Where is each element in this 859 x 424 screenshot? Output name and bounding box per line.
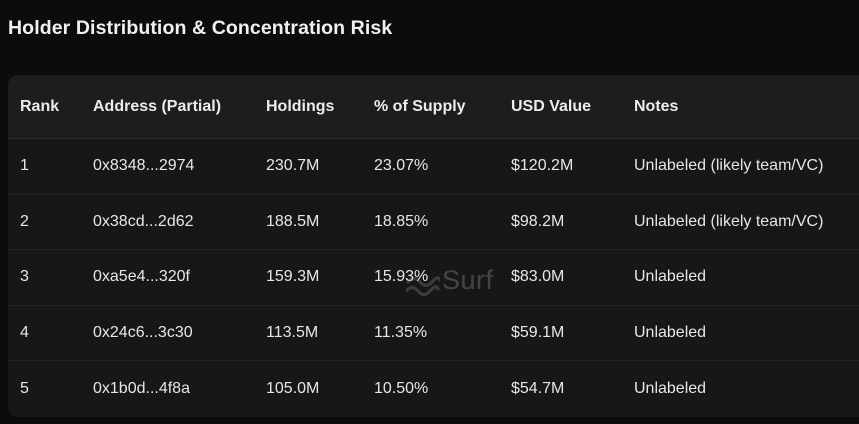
cell-rank: 1 [20, 157, 29, 175]
column-header-holdings: Holdings [266, 97, 335, 115]
cell-address: 0xa5e4...320f [93, 268, 190, 286]
cell-notes: Unlabeled (likely team/VC) [634, 212, 824, 230]
cell-holdings: 230.7M [266, 157, 320, 175]
cell-address: 0x24c6...3c30 [93, 323, 193, 341]
cell-rank: 2 [20, 212, 29, 230]
cell-holdings: 105.0M [266, 379, 320, 397]
cell-supply: 23.07% [374, 157, 429, 175]
cell-address: 0x38cd...2d62 [93, 212, 194, 230]
cell-address: 0x1b0d...4f8a [93, 379, 190, 397]
column-header-address: Address (Partial) [93, 97, 222, 115]
cell-notes: Unlabeled [634, 323, 707, 341]
cell-usd-value: $120.2M [511, 157, 574, 175]
table-row: 4 0x24c6...3c30 113.5M 11.35% $59.1M Unl… [8, 305, 859, 361]
column-header-usd-value: USD Value [511, 97, 592, 115]
table-row: 2 0x38cd...2d62 188.5M 18.85% $98.2M Unl… [8, 194, 859, 250]
cell-rank: 3 [20, 268, 29, 286]
table-body: 1 0x8348...2974 230.7M 23.07% $120.2M Un… [8, 139, 859, 417]
cell-supply: 10.50% [374, 379, 429, 397]
cell-holdings: 159.3M [266, 268, 320, 286]
cell-usd-value: $59.1M [511, 323, 565, 341]
cell-address: 0x8348...2974 [93, 157, 195, 175]
cell-usd-value: $83.0M [511, 268, 565, 286]
cell-rank: 4 [20, 323, 29, 341]
cell-supply: 18.85% [374, 212, 429, 230]
table-header-row: Rank Address (Partial) Holdings % of Sup… [8, 75, 859, 139]
holder-table: Rank Address (Partial) Holdings % of Sup… [8, 75, 859, 417]
cell-holdings: 188.5M [266, 212, 320, 230]
table-row: 1 0x8348...2974 230.7M 23.07% $120.2M Un… [8, 139, 859, 195]
cell-notes: Unlabeled [634, 379, 707, 397]
column-header-rank: Rank [20, 97, 60, 115]
cell-usd-value: $98.2M [511, 212, 565, 230]
cell-supply: 15.93% [374, 268, 429, 286]
table-row: 5 0x1b0d...4f8a 105.0M 10.50% $54.7M Unl… [8, 361, 859, 417]
cell-supply: 11.35% [374, 323, 428, 341]
page-title: Holder Distribution & Concentration Risk [8, 17, 393, 39]
cell-notes: Unlabeled (likely team/VC) [634, 157, 824, 175]
table-row: 3 0xa5e4...320f 159.3M 15.93% $83.0M Unl… [8, 250, 859, 306]
column-header-supply: % of Supply [374, 97, 466, 115]
cell-usd-value: $54.7M [511, 379, 565, 397]
cell-rank: 5 [20, 379, 29, 397]
column-header-notes: Notes [634, 97, 679, 115]
cell-holdings: 113.5M [266, 323, 319, 341]
cell-notes: Unlabeled [634, 268, 707, 286]
